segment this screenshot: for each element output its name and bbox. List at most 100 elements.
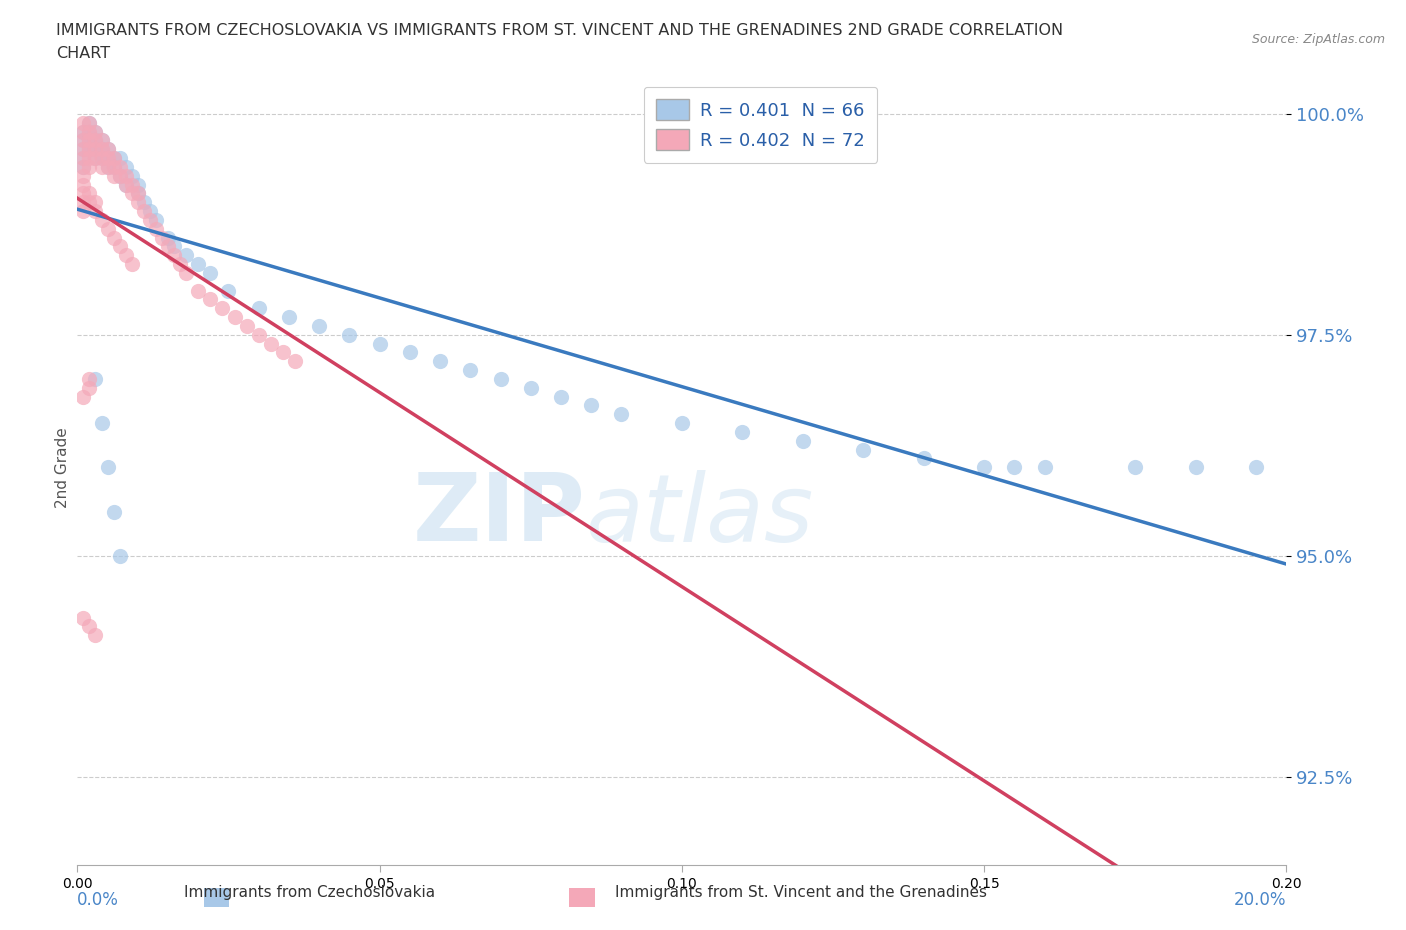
Point [368, 337, 391, 352]
Point [103, 168, 125, 183]
Point [550, 390, 572, 405]
Point [912, 451, 935, 466]
Point [79, 133, 101, 148]
Point [218, 284, 240, 299]
Point [211, 301, 233, 316]
Point [169, 257, 191, 272]
Point [96, 460, 118, 475]
Point [72, 151, 94, 166]
Point [72, 168, 94, 183]
Point [96, 159, 118, 174]
Point [458, 363, 481, 378]
Point [103, 230, 125, 245]
Point [1184, 460, 1206, 475]
Point [72, 133, 94, 148]
Point [90, 159, 112, 174]
Point [79, 159, 101, 174]
Point [108, 168, 131, 183]
Point [581, 398, 603, 413]
Point [84, 151, 107, 166]
Point [127, 186, 149, 201]
Text: Source: ZipAtlas.com: Source: ZipAtlas.com [1251, 33, 1385, 46]
Point [163, 247, 186, 262]
Text: 20.0%: 20.0% [1234, 892, 1286, 910]
Point [72, 610, 94, 625]
Point [114, 168, 136, 183]
Point [200, 292, 222, 307]
Point [84, 628, 107, 643]
Point [108, 239, 131, 254]
Point [187, 257, 209, 272]
Point [150, 230, 173, 245]
Point [96, 151, 118, 166]
Point [337, 327, 360, 342]
Point [174, 266, 197, 281]
Point [72, 151, 94, 166]
Point [90, 151, 112, 166]
Point [72, 133, 94, 148]
Point [139, 212, 162, 227]
Point [157, 230, 180, 245]
Point [84, 141, 107, 156]
Text: atlas: atlas [585, 470, 814, 561]
Point [132, 204, 155, 219]
Point [610, 407, 633, 422]
Point [72, 124, 94, 139]
Point [79, 141, 101, 156]
Point [157, 239, 180, 254]
Text: CHART: CHART [56, 46, 110, 61]
Point [96, 141, 118, 156]
Point [90, 416, 112, 431]
Point [79, 194, 101, 209]
Point [731, 425, 754, 440]
Point [278, 310, 301, 325]
Point [72, 186, 94, 201]
Point [72, 159, 94, 174]
Point [96, 141, 118, 156]
Point [187, 284, 209, 299]
Point [247, 327, 270, 342]
Point [235, 319, 257, 334]
Text: ZIP: ZIP [412, 469, 585, 561]
Point [84, 133, 107, 148]
Point [72, 204, 94, 219]
Point [671, 416, 693, 431]
Point [399, 345, 422, 360]
Point [96, 159, 118, 174]
Point [79, 151, 101, 166]
Point [90, 141, 112, 156]
Point [79, 619, 101, 634]
Point [429, 354, 451, 369]
Point [72, 141, 94, 156]
Point [127, 177, 149, 192]
Point [90, 212, 112, 227]
Point [103, 151, 125, 166]
Point [90, 133, 112, 148]
Point [973, 460, 995, 475]
Point [84, 133, 107, 148]
Text: IMMIGRANTS FROM CZECHOSLOVAKIA VS IMMIGRANTS FROM ST. VINCENT AND THE GRENADINES: IMMIGRANTS FROM CZECHOSLOVAKIA VS IMMIGR… [56, 23, 1063, 38]
Point [84, 204, 107, 219]
Point [108, 168, 131, 183]
Point [79, 133, 101, 148]
Point [84, 141, 107, 156]
Point [84, 124, 107, 139]
Point [114, 247, 136, 262]
Point [72, 194, 94, 209]
Point [1033, 460, 1056, 475]
Point [103, 159, 125, 174]
Point [260, 337, 283, 352]
Text: Immigrants from St. Vincent and the Grenadines: Immigrants from St. Vincent and the Gren… [616, 884, 987, 899]
Point [174, 247, 197, 262]
Point [84, 194, 107, 209]
Point [103, 504, 125, 519]
Point [145, 221, 167, 236]
Point [132, 194, 155, 209]
Point [79, 124, 101, 139]
Point [792, 433, 814, 448]
Point [72, 115, 94, 130]
Point [84, 124, 107, 139]
Point [90, 151, 112, 166]
Point [79, 372, 101, 387]
Point [90, 133, 112, 148]
